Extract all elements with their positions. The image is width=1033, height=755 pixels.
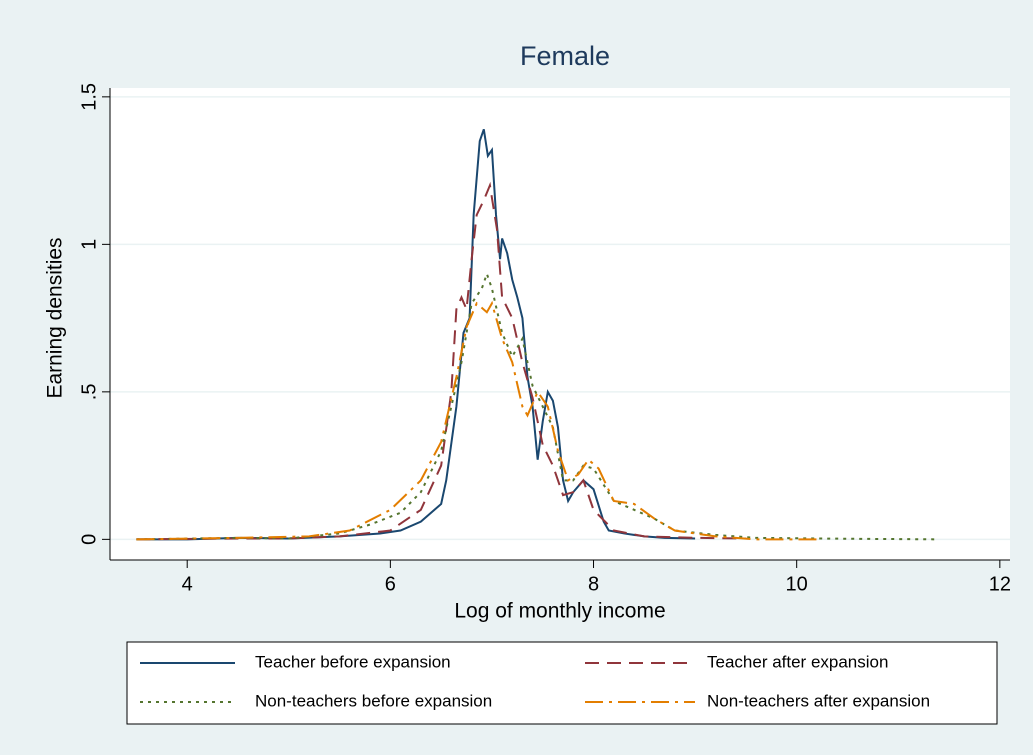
plot-area <box>110 88 1010 560</box>
x-tick-label: 10 <box>786 573 808 595</box>
series-line <box>136 181 746 541</box>
y-tick-label: 1.5 <box>78 83 100 111</box>
x-tick-label: 4 <box>182 573 193 595</box>
x-axis-label: Log of monthly income <box>454 600 665 623</box>
x-tick-label: 12 <box>989 573 1011 595</box>
legend-label: Teacher before expansion <box>255 652 451 671</box>
legend-box <box>126 641 998 725</box>
legend-label: Non-teachers before expansion <box>255 691 492 710</box>
x-tick-label: 8 <box>588 573 599 595</box>
x-tick-label: 6 <box>385 573 396 595</box>
legend-label: Teacher after expansion <box>707 652 888 671</box>
y-tick-label: .5 <box>78 384 100 401</box>
legend-label: Non-teachers after expansion <box>707 691 930 710</box>
chart-title: Female <box>520 41 610 71</box>
y-tick-label: 0 <box>78 534 100 545</box>
y-axis-label: Earning densities <box>44 237 67 398</box>
series-line <box>136 270 939 541</box>
y-tick-label: 1 <box>78 239 100 250</box>
